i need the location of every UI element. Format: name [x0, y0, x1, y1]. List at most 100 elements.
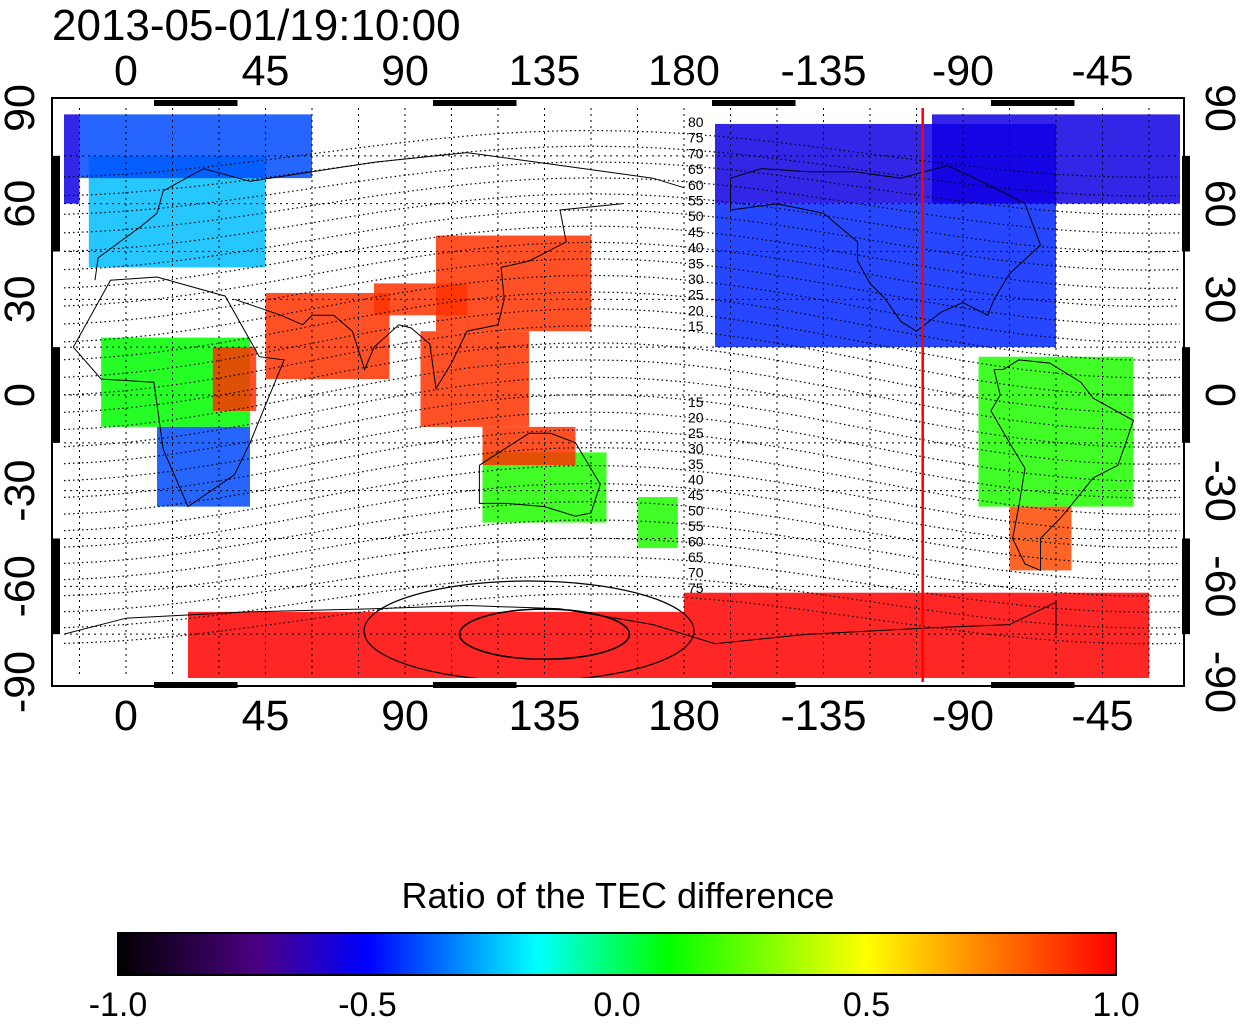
contour-line: [64, 359, 1180, 431]
y-tick-label: -60: [1196, 555, 1240, 617]
coastline: [64, 601, 1057, 645]
contour-line: [64, 274, 1180, 344]
tec-region: [420, 331, 529, 427]
contour-label-north: 70: [688, 145, 704, 161]
contour-label-south: 30: [688, 441, 704, 457]
colorbar: [117, 932, 1117, 976]
y-tick-label: 60: [1196, 180, 1240, 228]
contour-line: [64, 308, 1180, 379]
map-body: [64, 108, 1180, 678]
y-tick-label: 30: [1196, 275, 1240, 323]
axis-bar: [991, 100, 1075, 106]
y-tick-label: 60: [0, 180, 44, 228]
contour-line: [64, 209, 1180, 271]
x-tick-label: 0: [114, 692, 138, 740]
contour-line: [64, 241, 1180, 308]
coastline: [730, 164, 1042, 332]
x-tick-label: -45: [1071, 692, 1133, 740]
coastlines: [64, 152, 1135, 645]
contour-labels: 8075706560555045403530252015152025303540…: [688, 114, 704, 596]
contour-label-north: 40: [688, 240, 704, 256]
contour-label-north: 15: [688, 318, 704, 334]
x-ticks-top: 0 45 90 135 180 -135 -90 -45: [114, 47, 1134, 95]
axis-bar: [52, 538, 60, 635]
contour-label-north: 45: [688, 224, 704, 240]
tec-region: [932, 114, 1180, 204]
contour-ring-inner: [458, 608, 631, 660]
x-tick-label: -90: [932, 692, 994, 740]
contour-line: [64, 258, 1180, 326]
map-panel: 8075706560555045403530252015152025303540…: [51, 97, 1190, 688]
axis-bar: [433, 682, 517, 688]
tec-region: [265, 292, 390, 380]
axis-bar: [991, 682, 1075, 688]
contour-label-north: 65: [688, 161, 704, 177]
x-tick-label: 180: [648, 47, 720, 95]
contour-label-south: 15: [688, 394, 704, 410]
coastline: [990, 359, 1135, 572]
axis-bar: [712, 682, 796, 688]
tec-region: [482, 426, 576, 466]
contour-label-north: 80: [688, 114, 704, 130]
colorbar-tick-label: -1.0: [89, 986, 148, 1024]
contour-label-north: 60: [688, 177, 704, 193]
coastline: [234, 203, 623, 391]
contour-line: [64, 342, 1180, 414]
x-tick-label: 45: [242, 47, 290, 95]
contour-label-north: 25: [688, 287, 704, 303]
contour-line: [64, 376, 1180, 448]
magnetic-contours: [64, 129, 1180, 678]
contour-label-south: 45: [688, 487, 704, 503]
x-tick-label: 90: [381, 692, 429, 740]
contour-line: [64, 556, 1180, 613]
coastline: [72, 276, 285, 508]
contour-line: [64, 519, 1180, 581]
contour-line: [64, 537, 1180, 597]
x-ticks-bottom: 0 45 90 135 180 -135 -90 -45: [114, 692, 1134, 740]
tec-region: [715, 203, 1056, 348]
contour-line: [64, 291, 1180, 361]
contour-label-north: 50: [688, 208, 704, 224]
y-ticks-right: 90 60 30 0 -30 -60 -90: [1196, 84, 1240, 713]
contour-label-south: 40: [688, 472, 704, 488]
x-tick-label: 180: [648, 692, 720, 740]
y-tick-label: 0: [0, 383, 44, 407]
x-tick-label: 135: [509, 692, 581, 740]
contour-label-south: 35: [688, 456, 704, 472]
y-tick-label: 30: [0, 275, 44, 323]
y-tick-label: -30: [0, 460, 44, 522]
tec-region: [436, 235, 591, 332]
contour-line: [64, 325, 1180, 397]
contour-label-north: 35: [688, 255, 704, 271]
contour-line: [64, 393, 1180, 465]
contour-line: [64, 177, 1180, 234]
x-tick-label: -135: [780, 47, 866, 95]
contour-ring-outer: [363, 580, 695, 678]
axis-bar: [1182, 538, 1190, 635]
colorbar-tick-label: -0.5: [338, 986, 397, 1024]
axis-bars: [52, 100, 1190, 688]
contour-line: [64, 464, 1180, 532]
contour-label-south: 50: [688, 503, 704, 519]
contour-label-south: 70: [688, 565, 704, 581]
contour-line: [64, 429, 1180, 499]
colorbar-tick-label: 1.0: [1092, 986, 1139, 1024]
y-tick-label: -60: [0, 555, 44, 617]
axis-bar: [433, 100, 517, 106]
contour-label-south: 25: [688, 425, 704, 441]
axis-bar: [52, 347, 60, 443]
x-tick-label: 0: [114, 47, 138, 95]
x-tick-label: 45: [242, 692, 290, 740]
coastline: [478, 432, 601, 517]
axis-bar: [52, 155, 60, 252]
coastline: [94, 152, 685, 281]
y-ticks-left: 90 60 30 0 -30 -60 -90: [0, 84, 44, 713]
contour-label-south: 20: [688, 410, 704, 426]
contour-label-south: 75: [688, 580, 704, 596]
axis-bar: [154, 100, 238, 106]
contour-line: [64, 411, 1180, 482]
map-title: 2013-05-01/19:10:00: [52, 1, 461, 50]
colorbar-title: Ratio of the TEC difference: [402, 875, 835, 916]
contour-label-south: 65: [688, 549, 704, 565]
